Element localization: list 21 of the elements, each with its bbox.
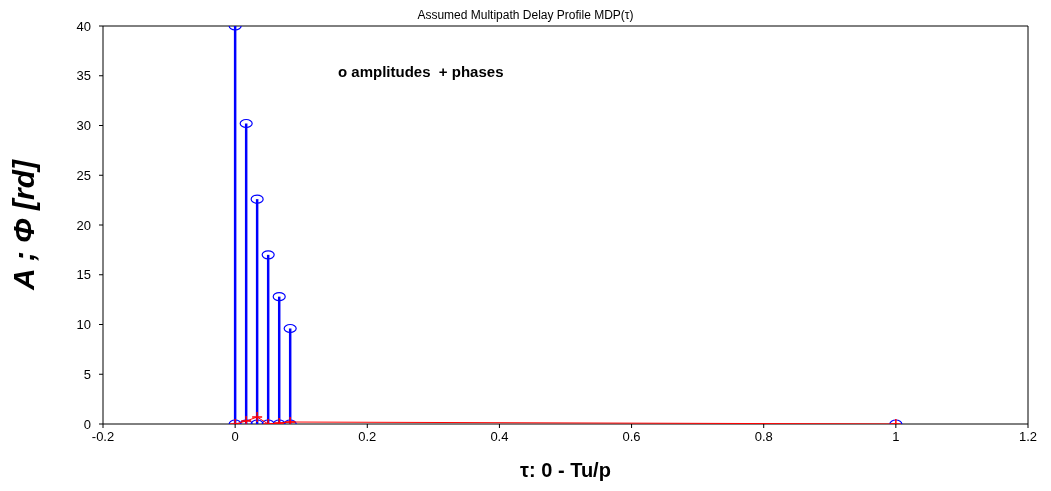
x-tick-label: 1.2 — [1018, 429, 1038, 445]
y-tick-label: 10 — [76, 317, 91, 333]
x-tick-label: 0 — [231, 429, 239, 445]
x-tick-label: 1 — [892, 429, 900, 445]
y-tick-label: 20 — [76, 217, 91, 233]
x-tick-label: 0.8 — [754, 429, 773, 445]
y-tick-label: 25 — [76, 167, 91, 183]
x-tick-label: 0.6 — [622, 429, 641, 445]
y-axis-title: A ; Φ [rd] — [6, 158, 40, 292]
x-tick-label: 0.2 — [358, 429, 377, 445]
y-tick-label: 5 — [83, 366, 91, 382]
chart-title: Assumed Multipath Delay Profile MDP(τ) — [417, 8, 634, 22]
annotation: o amplitudes + phases — [338, 63, 504, 80]
y-tick-label: 35 — [76, 68, 91, 84]
y-tick-label: 0 — [83, 416, 91, 432]
y-tick-label: 40 — [76, 18, 91, 34]
x-tick-label: 0.4 — [490, 429, 509, 445]
y-tick-label: 15 — [76, 267, 91, 283]
x-tick-label: -0.2 — [91, 429, 115, 445]
y-tick-label: 30 — [76, 118, 91, 134]
x-axis-title: τ: 0 - Tu/p — [520, 459, 611, 481]
